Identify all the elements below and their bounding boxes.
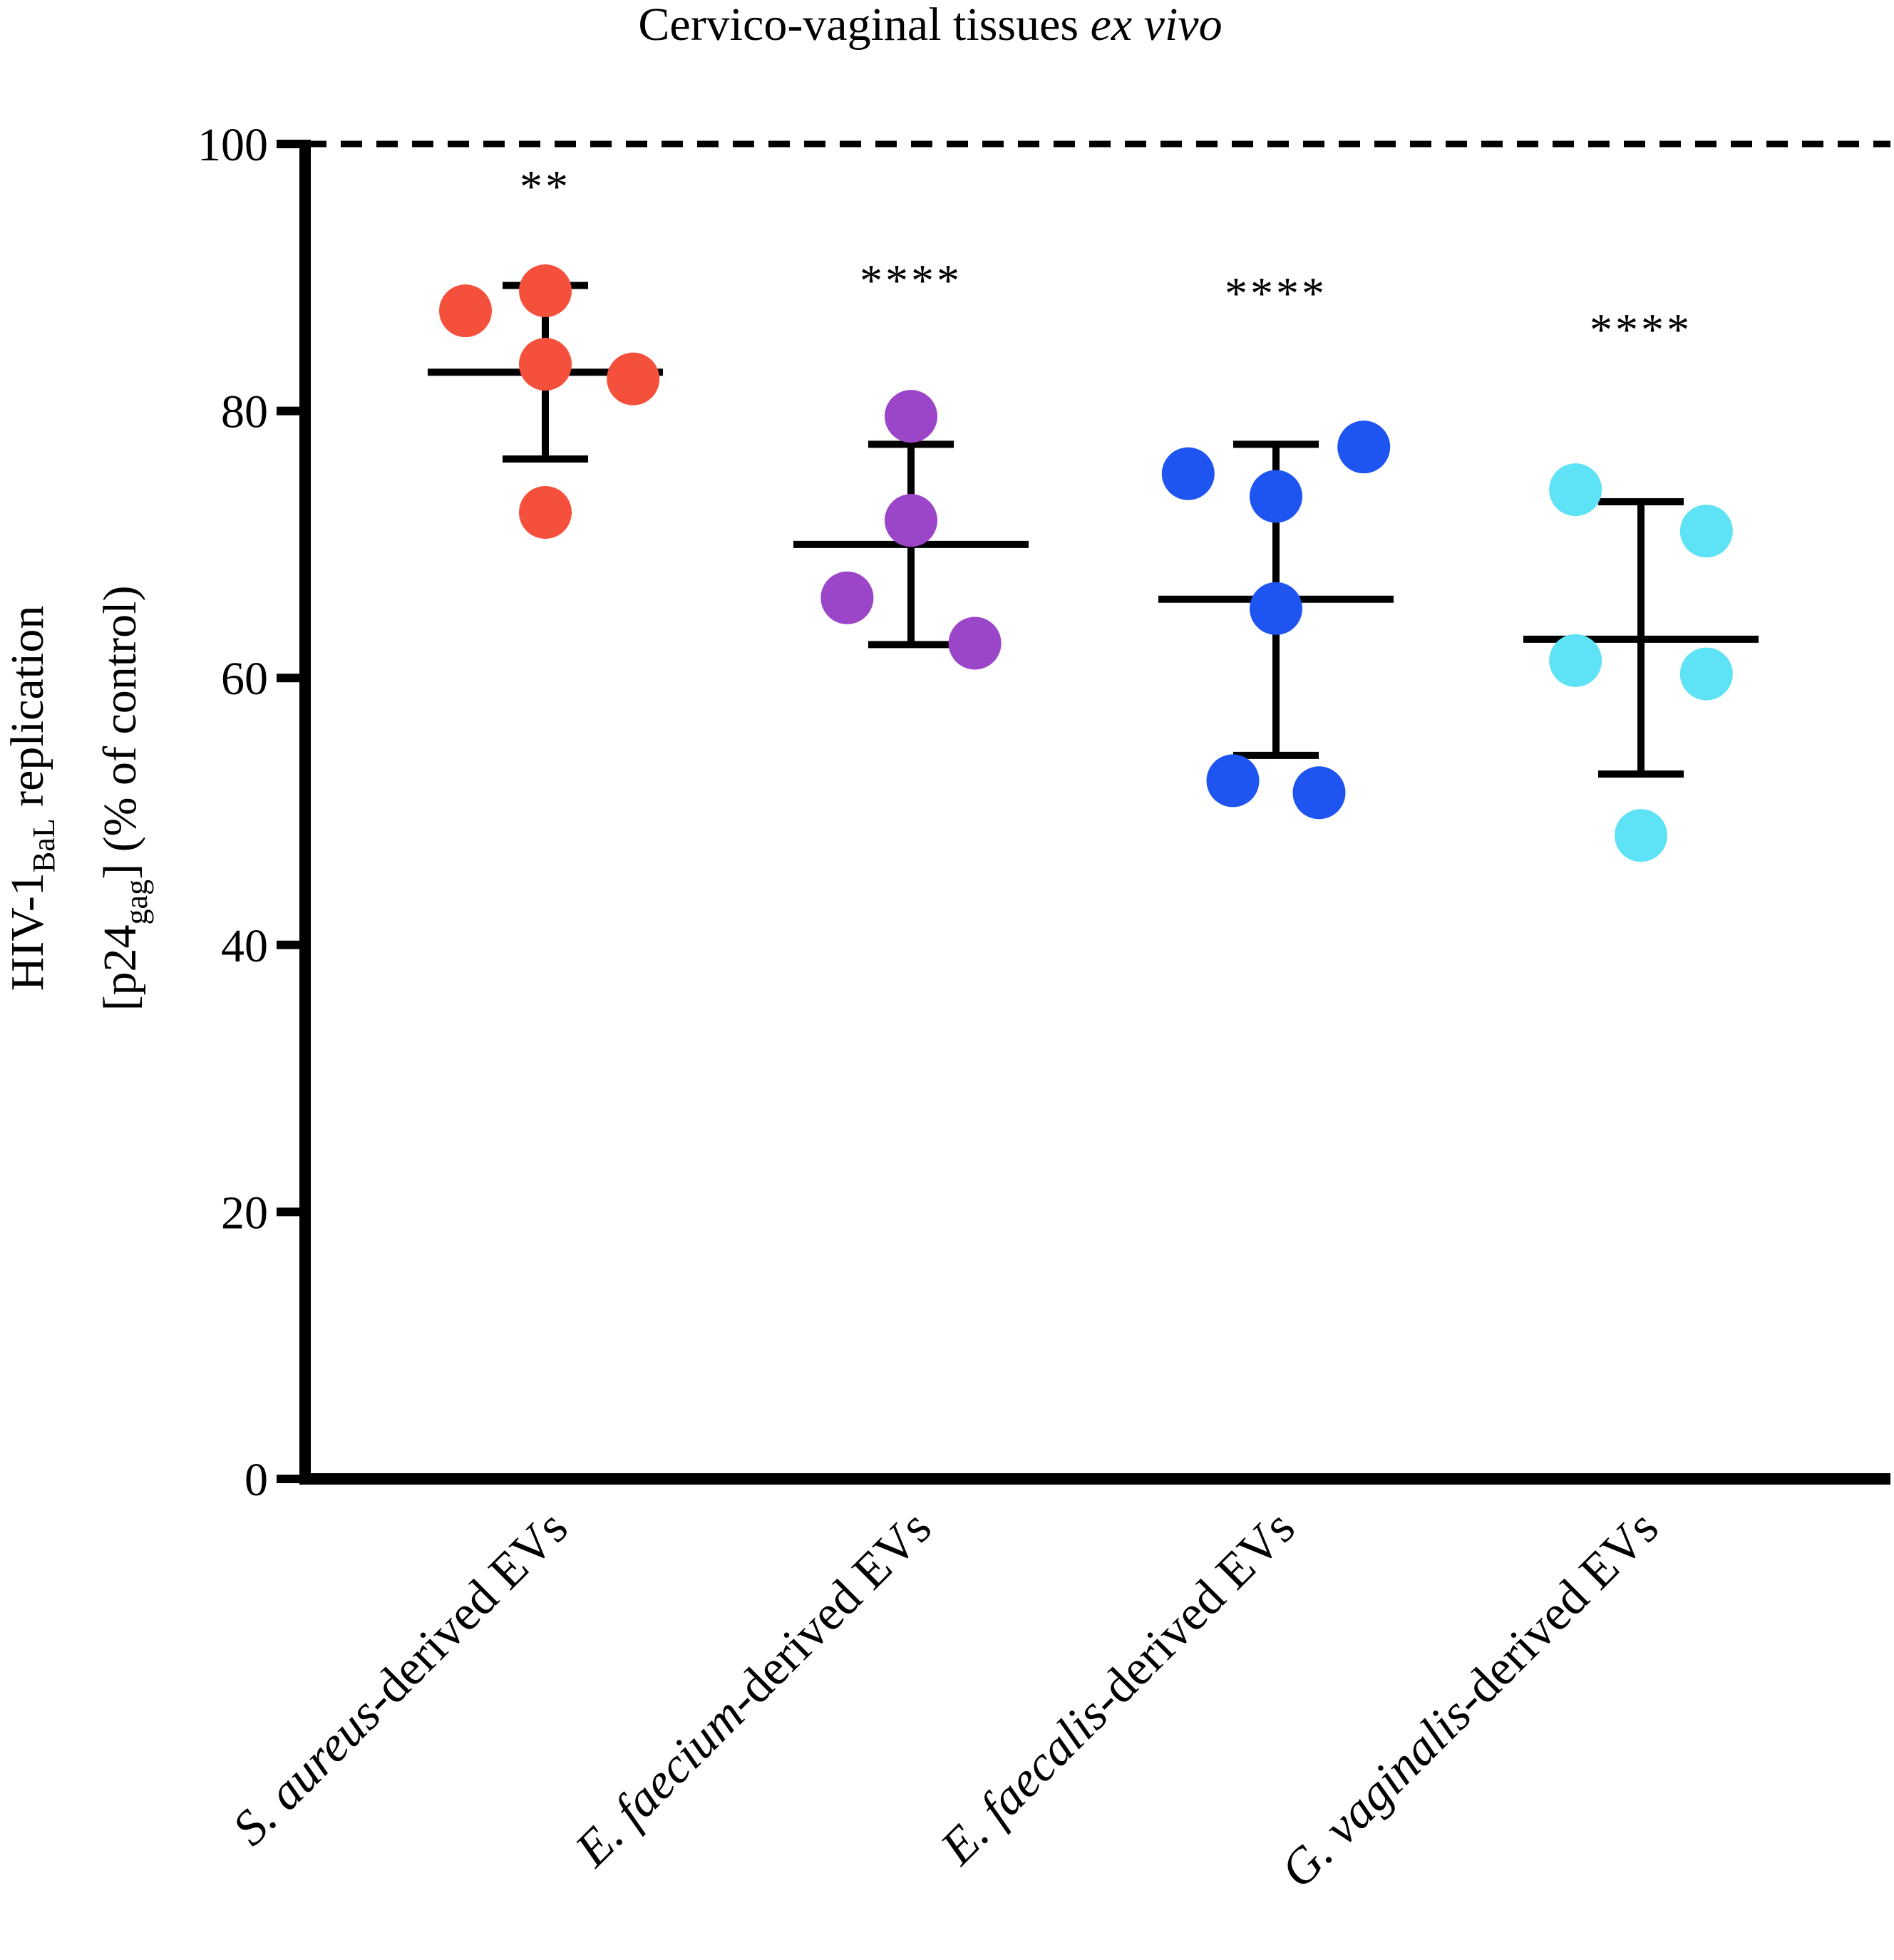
y-label-line1-post: replication [1,606,53,819]
category-label-rest: -derived EVs [1079,1500,1305,1726]
axes [299,140,1890,1485]
category-label-rest: -derived EVs [352,1500,578,1726]
y-label-line1-sub: BaL [26,818,61,872]
y-label-line2-sub: gag [119,880,154,925]
significance-marker: **** [1590,304,1692,355]
chart-title-italic: ex vivo [1091,0,1223,51]
y-label-line2-post: ] (% of control) [94,586,146,880]
data-point [1337,421,1391,474]
data-point [948,617,1002,670]
category-label-rest: -derived EVs [716,1500,942,1726]
significance-marker: ** [520,161,571,212]
data-point [1161,447,1215,500]
data-point [607,352,660,406]
y-axis-ticks: 0 20 40 60 80 100 [197,119,305,1506]
y-axis-label-line2: [p24gag] (% of control) [94,586,154,1011]
significance-marker: **** [1225,268,1327,319]
data-points [439,264,1733,862]
y-label-line1-pre: HIV-1 [1,872,53,991]
data-point [1549,634,1602,687]
data-point [820,571,874,624]
category-label-italic: G. vaginalis [1270,1687,1481,1898]
data-point [1206,754,1260,808]
y-tick-label: 100 [197,119,268,171]
y-tick-label: 20 [221,1187,268,1239]
data-point [1679,505,1733,558]
category-label: S. aureus-derived EVs [222,1500,578,1856]
y-label-line2-pre: [p24 [94,924,146,1011]
category-label-italic: E. faecalis [930,1687,1118,1875]
category-label-italic: S. aureus [222,1687,391,1856]
data-point [1250,582,1302,635]
category-label-rest: -derived EVs [1443,1500,1669,1726]
significance-markers: ****** ******** [520,161,1692,355]
y-tick-label: 80 [221,386,268,438]
data-point [1292,766,1346,820]
data-point [519,485,572,539]
y-axis-label-line1: HIV-1BaL replication [1,606,61,991]
data-point [519,338,572,391]
category-label-italic: E. faecium [565,1687,755,1877]
category-label: G. vaginalis-derived EVs [1270,1500,1669,1899]
data-point [1549,463,1602,517]
data-point [1679,647,1733,701]
data-point [885,494,937,547]
y-tick-label: 40 [221,920,268,972]
data-point [439,284,492,338]
data-point [1615,809,1667,862]
category-label: E. faecium-derived EVs [565,1500,942,1877]
data-point [1250,470,1302,523]
category-label: E. faecalis-derived EVs [930,1500,1306,1876]
y-tick-label: 60 [221,653,268,705]
significance-marker: **** [860,255,962,306]
chart-title-main: Cervico-vaginal tissues [638,0,1090,51]
y-tick-label: 0 [245,1454,268,1506]
data-point [519,264,572,318]
chart-title: Cervico-vaginal tissues ex vivo [638,0,1222,51]
data-point [885,390,937,443]
